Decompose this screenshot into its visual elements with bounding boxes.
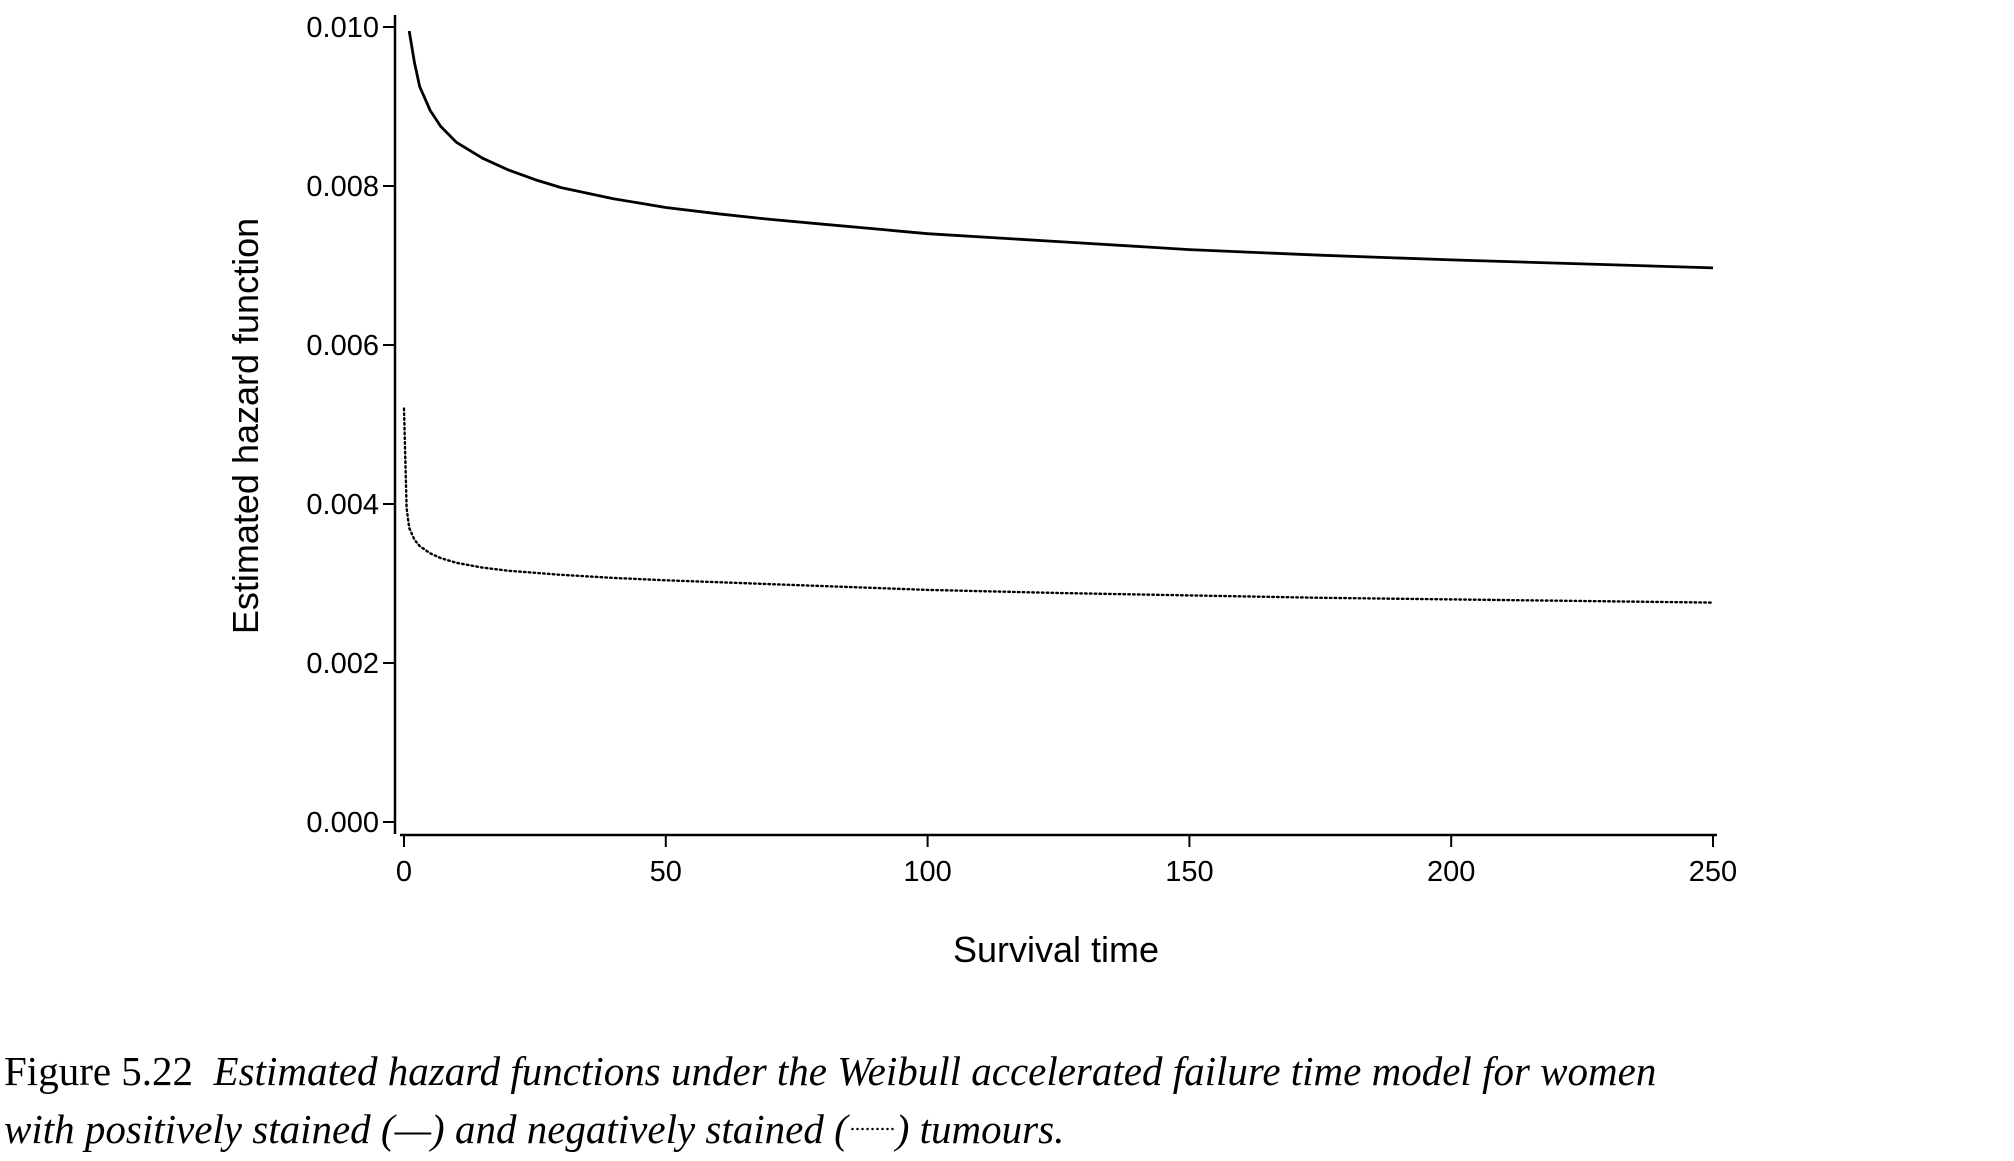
hazard-chart: 0.000 0.002 0.004 0.006 0.008 0.010 0 50 100 150…: [225, 12, 1737, 970]
caption-text-2a: with positively stained (—) and negative…: [4, 1106, 848, 1152]
positively-stained-hazard-line: [407, 30, 1714, 270]
figure-caption: Figure 5.22 Estimated hazard functions u…: [4, 1042, 2010, 1158]
y-tick-label: 0.006: [306, 330, 379, 362]
x-axis: 0 50 100 150 200 250: [396, 833, 1737, 888]
figure-label: Figure 5.22: [4, 1048, 194, 1094]
x-tick-label: 150: [1165, 856, 1213, 888]
caption-text-1: Estimated hazard functions under the Wei…: [213, 1048, 1657, 1094]
x-tick-label: 250: [1689, 856, 1737, 888]
x-tick-label: 50: [650, 856, 682, 888]
y-tick-label: 0.010: [306, 12, 379, 44]
dotted-line-legend-icon: [849, 1126, 894, 1131]
y-axis: 0.000 0.002 0.004 0.006 0.008 0.010: [306, 12, 397, 839]
x-tick-label: 100: [903, 856, 951, 888]
y-tick-label: 0.000: [306, 807, 379, 839]
y-tick-label: 0.002: [306, 648, 379, 680]
x-tick-label: 200: [1427, 856, 1475, 888]
y-axis-title: Estimated hazard function: [225, 218, 266, 634]
caption-line-1: Figure 5.22 Estimated hazard functions u…: [4, 1042, 2010, 1100]
y-tick-label: 0.004: [306, 489, 379, 521]
y-tick-label: 0.008: [306, 171, 379, 203]
series-layer: [402, 30, 1715, 604]
caption-text-2b: ) tumours.: [895, 1106, 1065, 1152]
caption-line-2: with positively stained (—) and negative…: [4, 1100, 2010, 1158]
x-tick-label: 0: [396, 856, 412, 888]
negatively-stained-hazard-line: [402, 407, 1715, 604]
x-axis-title: Survival time: [953, 929, 1159, 970]
